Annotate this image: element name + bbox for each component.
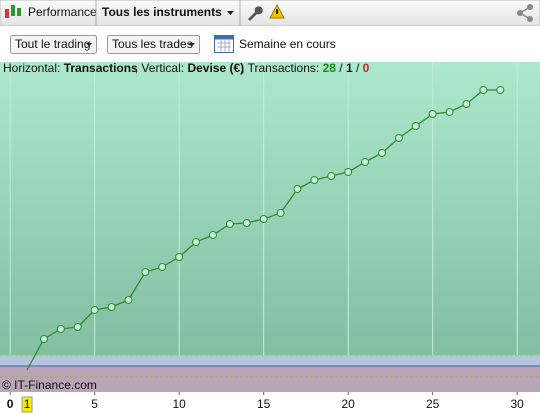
trades-filter-label: Tous les trades	[112, 37, 193, 51]
info-text: Devise (€)	[187, 61, 244, 75]
data-point	[259, 215, 268, 223]
info-text: Vertical:	[141, 61, 184, 75]
settings-button[interactable]	[248, 6, 263, 21]
data-point	[293, 185, 302, 193]
data-point	[242, 219, 251, 227]
trading-filter-label: Tout le trading	[15, 37, 90, 51]
info-text: /	[356, 61, 360, 75]
data-point	[479, 86, 488, 94]
cursor-marker	[21, 396, 33, 413]
x-tick-label: 10	[172, 397, 186, 411]
x-tick-label: 25	[426, 397, 440, 411]
data-point	[225, 220, 234, 228]
data-point	[56, 325, 65, 333]
data-point	[175, 253, 184, 261]
info-text: Transactions	[64, 61, 138, 75]
share-button[interactable]	[517, 4, 533, 22]
trading-filter[interactable]	[10, 35, 97, 54]
data-point	[158, 263, 167, 271]
x-axis	[0, 392, 540, 414]
data-point	[445, 108, 454, 116]
info-line: Horizontal: Transactions, Vertical: Devi…	[3, 61, 370, 75]
x-tick-label: 20	[341, 397, 355, 411]
loss-count: 0	[363, 61, 370, 75]
data-point	[377, 149, 386, 157]
info-text: Horizontal:	[3, 61, 60, 75]
trades-filter[interactable]	[107, 35, 200, 54]
instrument-selector[interactable]: Tous les instruments	[102, 5, 222, 19]
even-count: 1	[346, 61, 353, 75]
data-point	[90, 306, 99, 314]
data-point	[208, 231, 217, 239]
data-point	[124, 296, 133, 304]
info-text: Transactions:	[248, 61, 320, 75]
cursor-label: 1	[24, 397, 31, 411]
data-point	[73, 323, 82, 331]
data-point	[496, 86, 505, 94]
dropdown-arrow	[227, 11, 234, 15]
x-tick-label: 15	[257, 397, 271, 411]
copyright: © IT-Finance.com	[2, 378, 97, 392]
module-tab[interactable]: Performance	[28, 5, 97, 19]
info-text: ,	[241, 61, 244, 75]
performance-icon	[5, 5, 21, 18]
data-point	[344, 168, 353, 176]
data-point	[39, 335, 48, 343]
x-tick-label: 30	[511, 397, 525, 411]
data-point	[107, 303, 116, 311]
data-point	[276, 209, 285, 217]
data-point	[310, 176, 319, 184]
data-point	[361, 158, 370, 166]
win-count: 28	[323, 61, 337, 75]
x-tick-label: 0	[7, 397, 14, 411]
data-point	[428, 110, 437, 118]
info-text: ,	[135, 61, 138, 75]
calendar-button[interactable]	[214, 35, 234, 53]
warning-button[interactable]	[269, 3, 285, 19]
info-text: /	[339, 61, 343, 75]
x-tick-label: 5	[91, 397, 98, 411]
data-point	[192, 238, 201, 246]
data-point	[327, 172, 336, 180]
data-point	[141, 268, 150, 276]
plot-area	[0, 62, 540, 355]
period-label: Semaine en cours	[239, 37, 336, 51]
data-point	[462, 100, 471, 108]
data-point	[394, 134, 403, 142]
data-point	[411, 122, 420, 130]
